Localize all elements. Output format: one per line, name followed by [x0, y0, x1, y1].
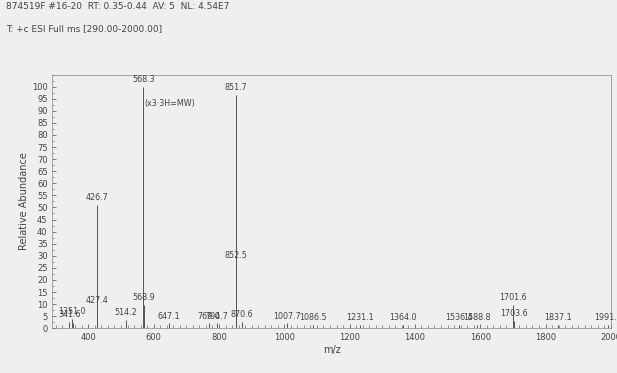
Text: 1536.4: 1536.4	[445, 313, 473, 322]
Text: 647.1: 647.1	[158, 311, 180, 320]
Text: 1231.1: 1231.1	[346, 313, 373, 322]
Y-axis label: Relative Abundance: Relative Abundance	[19, 153, 29, 250]
Text: 852.5: 852.5	[225, 251, 247, 260]
Text: 1588.8: 1588.8	[463, 313, 491, 322]
Text: 1701.6: 1701.6	[500, 294, 527, 303]
Text: 1007.7: 1007.7	[273, 311, 300, 320]
Text: 568.3: 568.3	[132, 75, 155, 84]
Text: 1837.1: 1837.1	[544, 313, 571, 322]
Text: 874519F #16-20  RT: 0.35-0.44  AV: 5  NL: 4.54E7: 874519F #16-20 RT: 0.35-0.44 AV: 5 NL: 4…	[6, 2, 230, 11]
Text: 568.9: 568.9	[132, 294, 155, 303]
Text: 341.6: 341.6	[58, 310, 81, 319]
X-axis label: m/z: m/z	[323, 345, 341, 355]
Text: 1991.5: 1991.5	[594, 313, 617, 322]
Text: 514.2: 514.2	[114, 308, 137, 317]
Text: 794.7: 794.7	[206, 311, 229, 320]
Text: T: +c ESI Full ms [290.00-2000.00]: T: +c ESI Full ms [290.00-2000.00]	[6, 24, 162, 33]
Text: (x3·3H=MW): (x3·3H=MW)	[144, 99, 195, 108]
Text: 769.0: 769.0	[197, 311, 220, 320]
Text: 1351.0: 1351.0	[58, 307, 86, 316]
Text: 427.4: 427.4	[86, 296, 109, 305]
Text: 851.7: 851.7	[225, 83, 247, 92]
Text: 1364.0: 1364.0	[389, 313, 417, 322]
Text: 426.7: 426.7	[86, 193, 109, 202]
Text: 1703.6: 1703.6	[500, 309, 528, 318]
Text: 1086.5: 1086.5	[299, 313, 326, 322]
Text: 870.6: 870.6	[231, 310, 254, 319]
